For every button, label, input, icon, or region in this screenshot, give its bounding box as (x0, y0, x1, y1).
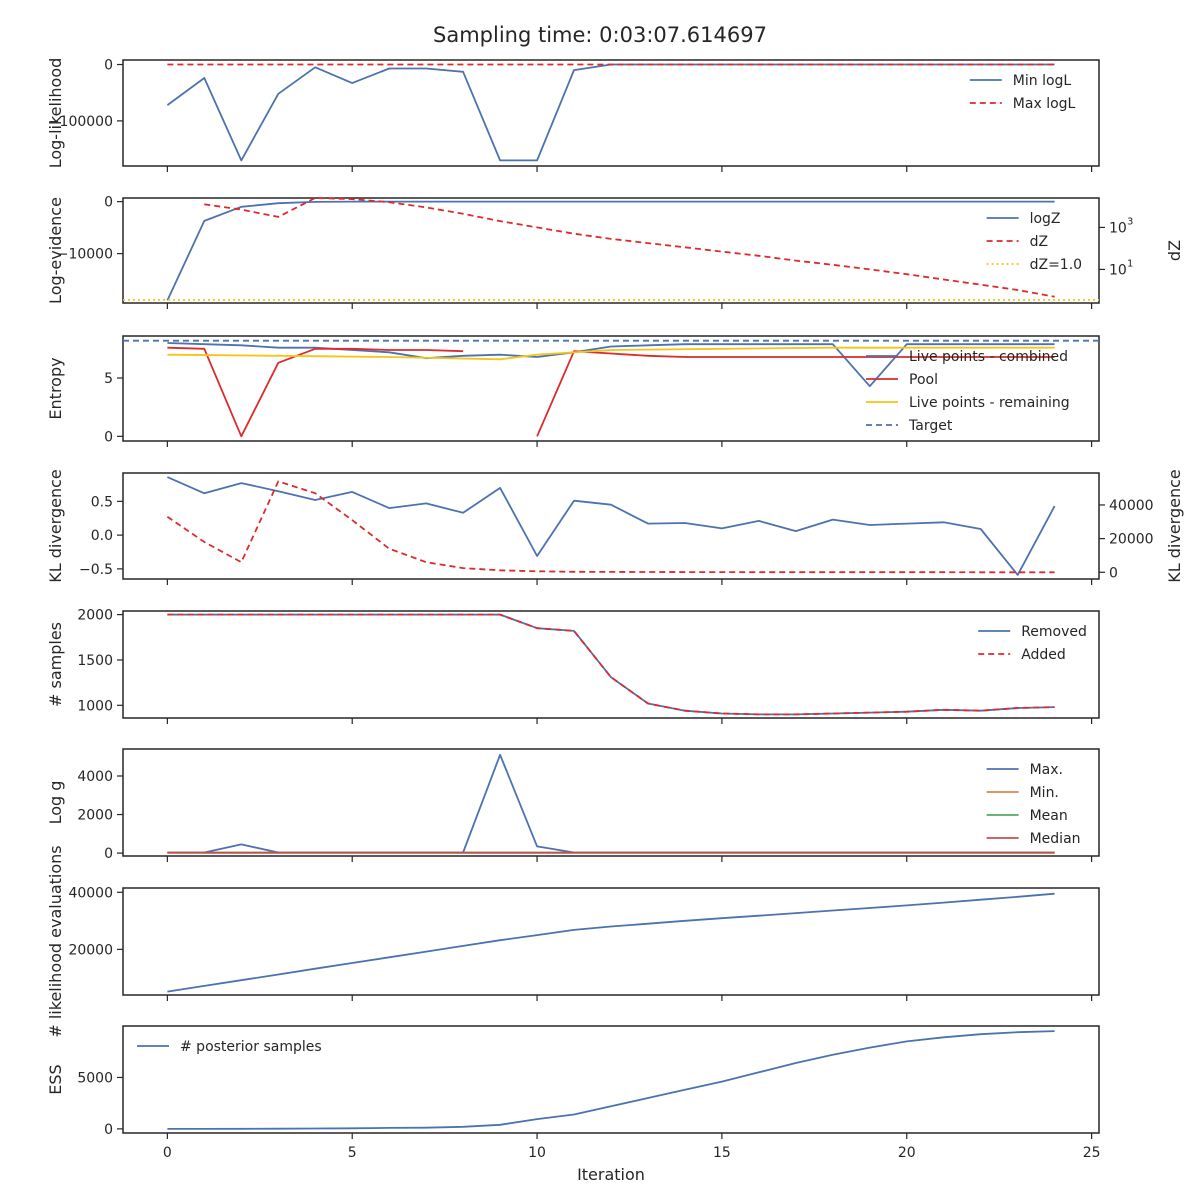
panel-4: 0.5 0.0 −0.5 KL divergence 0 20000 40000 KL div… (46, 469, 1184, 585)
y-tick-label: −10000 (57, 247, 113, 263)
series-line (167, 892, 1055, 993)
series-line (167, 346, 1055, 438)
figure-title: Sampling time: 0:03:07.614697 (433, 23, 767, 47)
y-tick-label: 5 (104, 371, 113, 387)
axes-frame (122, 335, 1100, 442)
right-y-tick-label: 10 (1109, 220, 1127, 236)
legend-label: dZ=1.0 (1030, 257, 1082, 273)
right-y-axis-label: dZ (1165, 240, 1184, 261)
legend-label: Live points - remaining (909, 395, 1070, 411)
y-tick-label: 0 (104, 846, 113, 862)
x-tick-label: 10 (528, 1145, 546, 1161)
y-tick-label: 2000 (77, 808, 113, 824)
legend-label: Live points - combined (909, 349, 1068, 365)
axes-frame (122, 610, 1100, 719)
right-y-tick-label: 10 (1109, 262, 1127, 278)
axes-frame (122, 887, 1100, 996)
legend-label: Max logL (1013, 96, 1076, 112)
legend-label: Mean (1030, 808, 1068, 824)
legend-label: logZ (1030, 211, 1061, 227)
y-axis-label: ESS (46, 1064, 65, 1094)
series-line (167, 753, 1055, 854)
series-line (166, 63, 1055, 162)
y-tick-label: 5000 (77, 1070, 113, 1086)
y-tick-label: 0 (104, 195, 113, 211)
right-y-tick-label: 0 (1109, 565, 1118, 581)
axes-frame (122, 472, 1100, 580)
y-axis-label: # likelihood evaluations (46, 845, 65, 1037)
legend-label: Added (1021, 647, 1066, 663)
panel-8: 0 5 10 15 20 25 5000 0 ESS # posterior samples (46, 1025, 1101, 1161)
y-tick-label: 40000 (68, 885, 113, 901)
x-axis-label: Iteration (577, 1165, 645, 1184)
legend-label: dZ (1030, 234, 1048, 250)
axes-frame (122, 748, 1100, 857)
series-line (167, 613, 1055, 716)
panel-7: 40000 20000# likelihood evaluations (46, 845, 1100, 1038)
y-tick-label: 0 (104, 1122, 113, 1138)
series-line (166, 200, 1055, 301)
y-axis-label: Log-likelihood (46, 58, 65, 169)
right-y-tick-exponent: 1 (1127, 258, 1133, 269)
panel-3: 0 5 Entropy Live points - combined Pool Live … (46, 335, 1100, 447)
axes-frame (122, 59, 1100, 167)
series-line (167, 613, 1055, 716)
series-line (204, 197, 1055, 298)
y-axis-label: # samples (46, 622, 65, 707)
axes-frame (122, 197, 1100, 304)
x-tick-label: 20 (898, 1145, 916, 1161)
y-tick-label: 1000 (77, 698, 113, 714)
x-tick-label: 25 (1083, 1145, 1101, 1161)
series-line (167, 476, 1056, 576)
legend-label: Removed (1021, 624, 1087, 640)
series-line (166, 480, 1055, 574)
legend-label: Pool (909, 372, 938, 388)
y-tick-label: −100000 (48, 114, 113, 130)
x-tick-label: 5 (348, 1145, 357, 1161)
x-tick-label: 0 (163, 1145, 172, 1161)
panel-5: 2000 1500 1000 # samples Removed Added (46, 608, 1100, 724)
y-tick-label: 0.0 (91, 528, 113, 544)
y-tick-label: −0.5 (79, 562, 113, 578)
y-tick-label: 4000 (77, 769, 113, 785)
y-tick-label: 0 (104, 429, 113, 445)
legend-label: Min. (1030, 785, 1059, 801)
legend-label: Max. (1030, 762, 1063, 778)
y-tick-label: 0.5 (91, 494, 113, 510)
panel-6: 4000 2000 0 Log g Max. Min. Mean Median (46, 748, 1100, 862)
y-axis-label: Entropy (46, 357, 65, 419)
y-tick-label: 20000 (68, 942, 113, 958)
series-line (167, 346, 1055, 361)
axes-frame (122, 1025, 1100, 1134)
legend-label: # posterior samples (180, 1039, 322, 1055)
legend-label: Median (1030, 831, 1081, 847)
y-axis-label: Log-evidence (46, 197, 65, 304)
y-tick-label: 0 (104, 58, 113, 74)
series-line (167, 1030, 1055, 1130)
right-y-tick-label: 40000 (1109, 498, 1154, 514)
y-tick-label: 1500 (77, 653, 113, 669)
series-line (167, 342, 1055, 388)
y-axis-label: KL divergence (46, 469, 65, 582)
legend-label: Target (908, 418, 953, 434)
right-y-tick-label: 20000 (1109, 532, 1154, 548)
legend-label: Min logL (1013, 73, 1072, 89)
y-axis-label: Log g (46, 781, 65, 825)
right-y-axis-label: KL divergence (1165, 469, 1184, 582)
right-y-tick-exponent: 3 (1127, 216, 1133, 227)
y-tick-label: 2000 (77, 608, 113, 624)
x-tick-label: 15 (713, 1145, 731, 1161)
